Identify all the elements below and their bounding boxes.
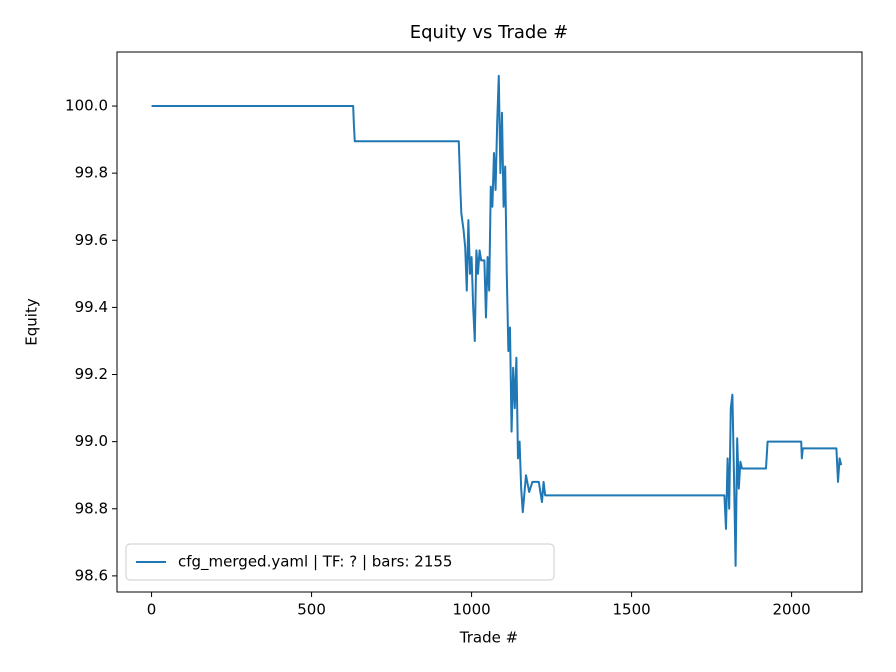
y-tick-label: 99.8 (75, 164, 108, 182)
legend-label: cfg_merged.yaml | TF: ? | bars: 2155 (178, 553, 452, 572)
legend-box (125, 543, 555, 581)
y-tick-label: 100.0 (65, 97, 108, 115)
x-axis-label: Trade # (459, 629, 518, 647)
chart-title: Equity vs Trade # (410, 22, 568, 43)
series-line (151, 74, 843, 567)
y-tick-label: 98.8 (75, 499, 108, 517)
y-tick-label: 98.6 (75, 566, 108, 584)
x-tick-label: 500 (297, 601, 326, 619)
x-tick-label: 1500 (612, 601, 650, 619)
x-tick-label: 0 (147, 601, 157, 619)
y-tick-label: 99.2 (75, 365, 108, 383)
y-tick-label: 99.4 (75, 298, 108, 316)
plot-frame (116, 51, 863, 593)
y-tick-label: 99.0 (75, 432, 108, 450)
x-tick-label: 2000 (773, 601, 811, 619)
y-tick-label: 99.6 (75, 231, 108, 249)
x-tick-label: 1000 (452, 601, 490, 619)
y-axis-label: Equity (23, 298, 41, 346)
